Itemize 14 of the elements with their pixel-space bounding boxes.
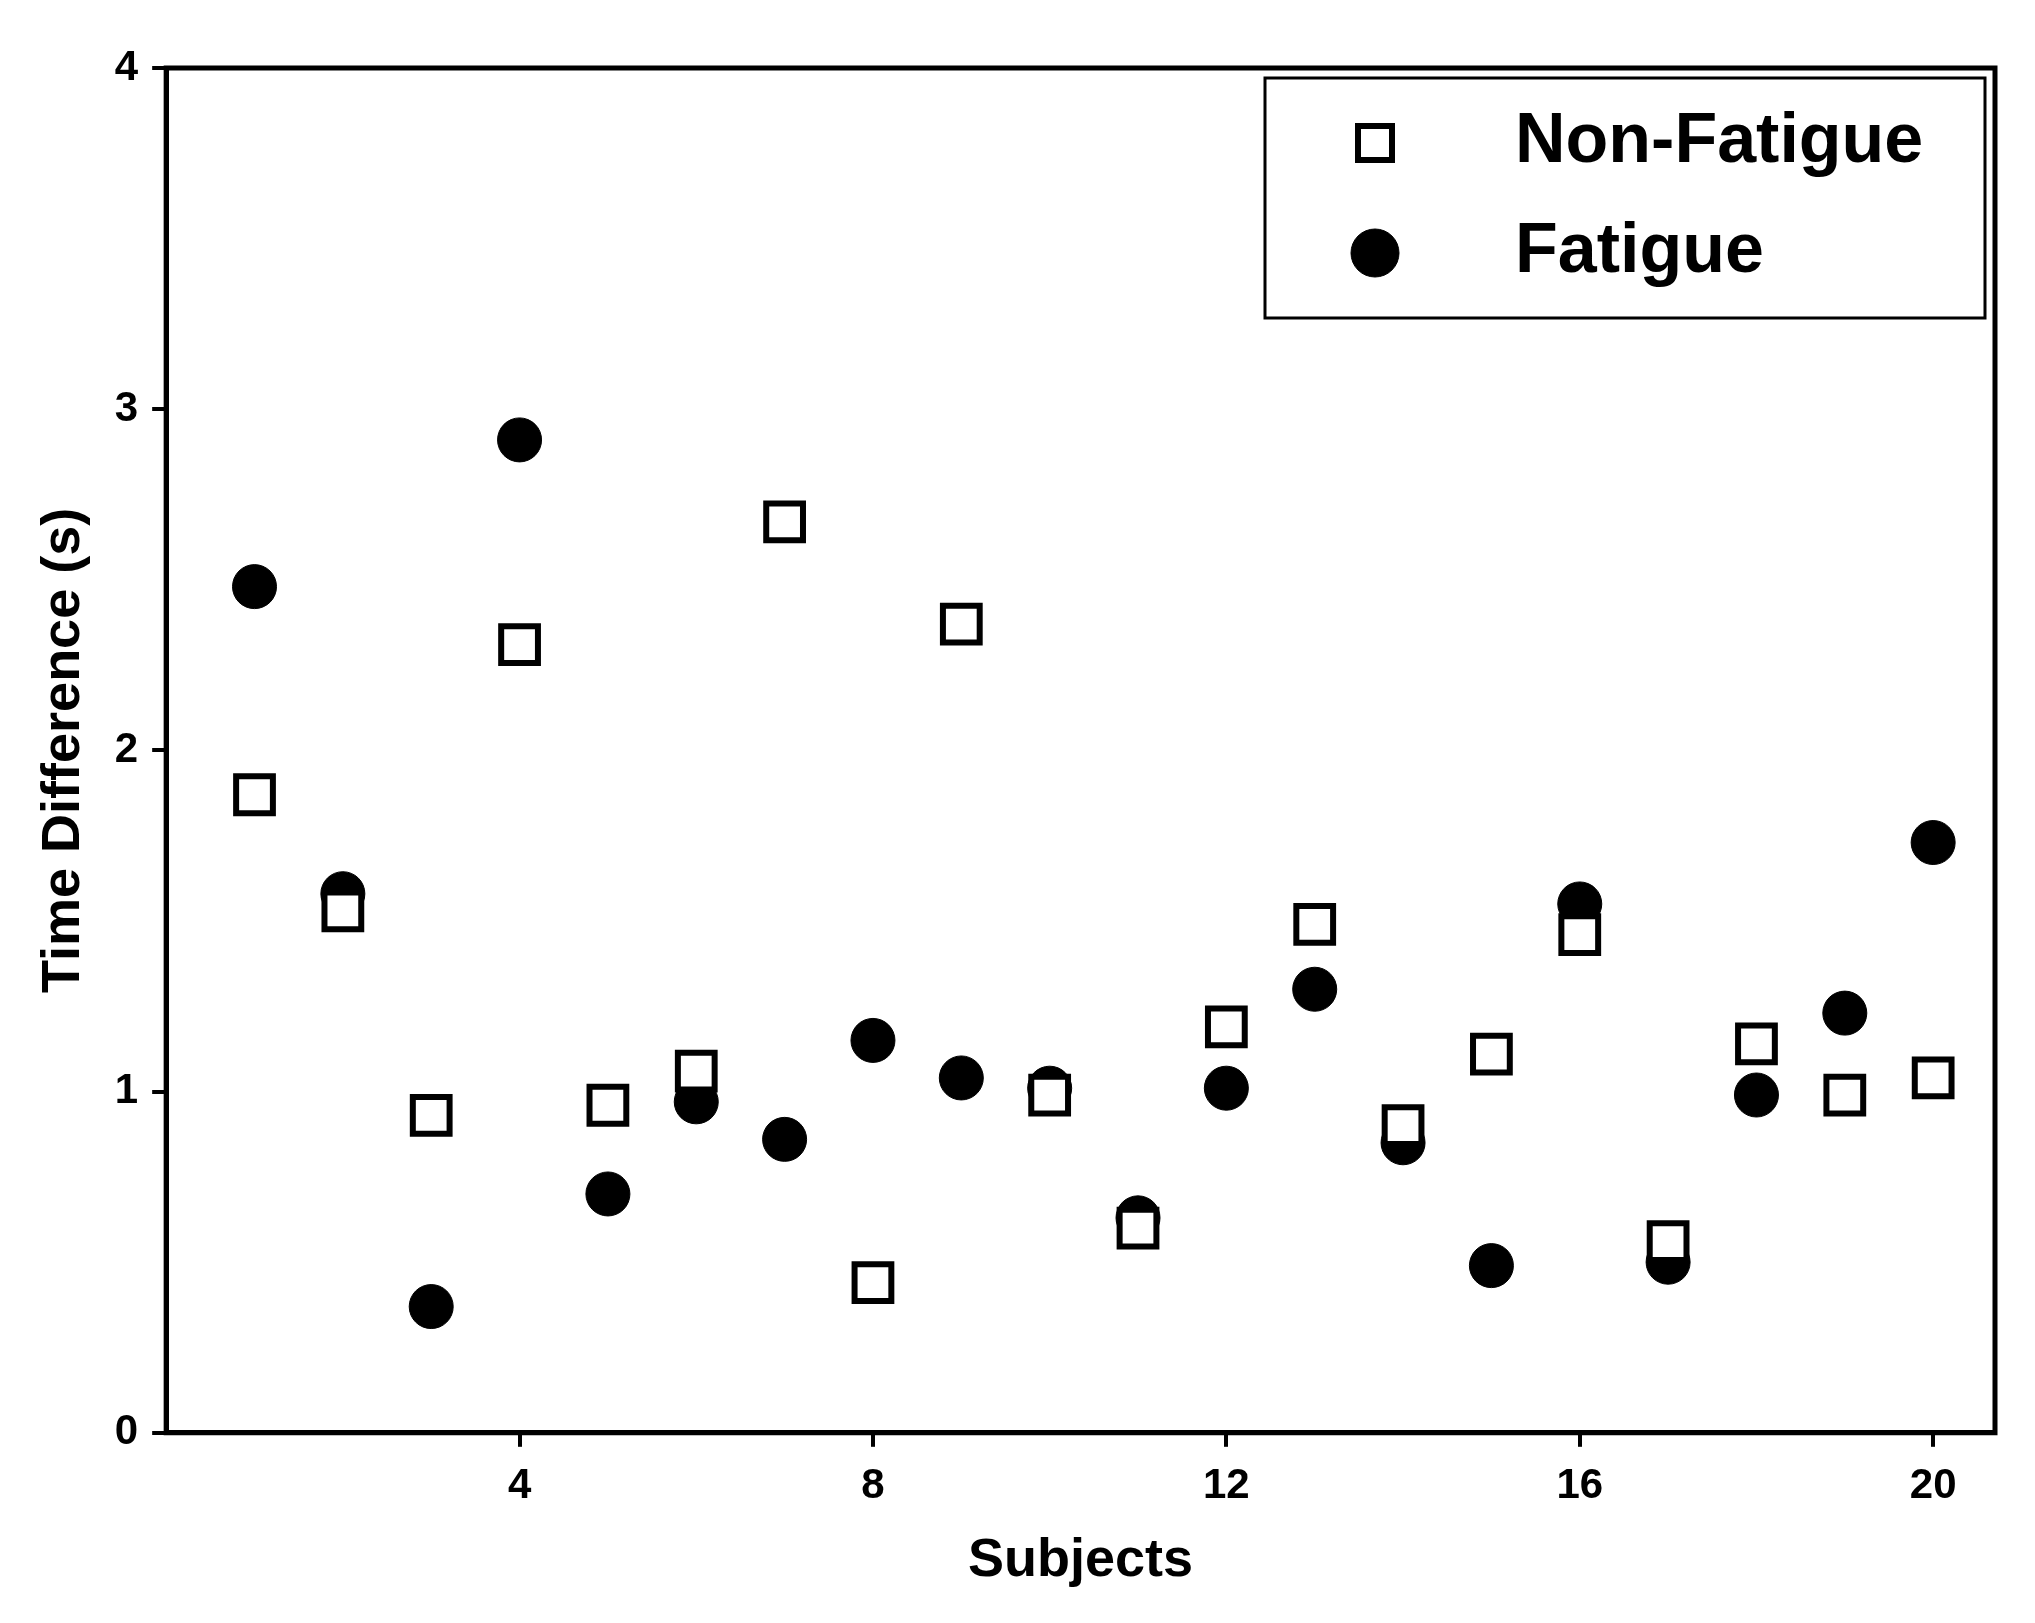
y-axis-title: Time Difference (s) bbox=[30, 507, 91, 993]
y-tick-label: 4 bbox=[114, 41, 139, 89]
x-axis-title: Subjects bbox=[968, 1527, 1194, 1588]
y-tick-label: 1 bbox=[114, 1065, 139, 1113]
x-tick-label: 12 bbox=[1203, 1459, 1250, 1507]
y-tick-label: 2 bbox=[114, 723, 139, 771]
y-tick-label: 3 bbox=[114, 382, 139, 430]
legend-label: Fatigue bbox=[1515, 209, 1764, 288]
legend-label: Non-Fatigue bbox=[1515, 99, 1924, 178]
y-tick-label: 0 bbox=[114, 1406, 139, 1454]
x-tick-label: 8 bbox=[861, 1459, 885, 1507]
x-tick-label: 4 bbox=[507, 1459, 532, 1507]
x-tick-label: 16 bbox=[1556, 1459, 1604, 1507]
x-tick-label: 20 bbox=[1909, 1459, 1957, 1507]
